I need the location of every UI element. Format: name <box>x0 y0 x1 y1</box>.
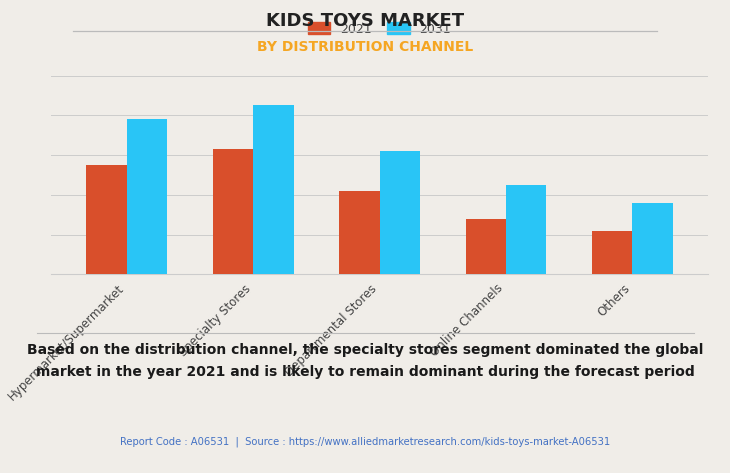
Bar <box>213 149 253 274</box>
Text: BY DISTRIBUTION CHANNEL: BY DISTRIBUTION CHANNEL <box>257 40 473 54</box>
Bar <box>253 105 293 274</box>
Bar <box>632 203 673 274</box>
Bar <box>339 191 380 274</box>
Bar <box>127 119 167 274</box>
Text: Based on the distribution channel, the specialty stores segment dominated the gl: Based on the distribution channel, the s… <box>27 343 703 378</box>
Legend: 2021, 2031: 2021, 2031 <box>308 22 451 35</box>
Bar <box>592 231 632 274</box>
Bar <box>380 151 420 274</box>
Text: Report Code : A06531  |  Source : https://www.alliedmarketresearch.com/kids-toys: Report Code : A06531 | Source : https://… <box>120 437 610 447</box>
Bar <box>466 219 506 274</box>
Bar <box>86 165 127 274</box>
Bar <box>506 185 546 274</box>
Text: KIDS TOYS MARKET: KIDS TOYS MARKET <box>266 12 464 30</box>
